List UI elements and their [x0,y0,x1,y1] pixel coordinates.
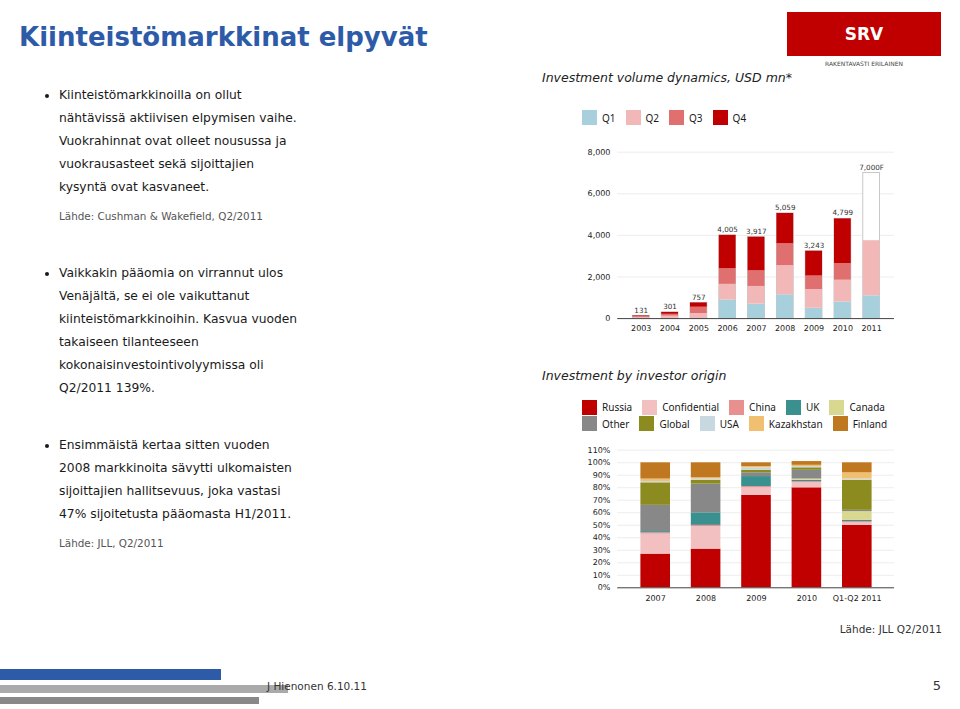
svg-text:0%: 0% [598,583,611,592]
html-text:Finland: Finland [852,416,888,431]
html-text:China: China [749,400,776,415]
svg-text:40%: 40% [593,533,611,542]
html-text:Vaikkakin pääomia on virrannut: Vaikkakin pääomia on virrannut ulos [59,266,284,280]
svg-text:8,000: 8,000 [588,148,611,157]
svg-text:60%: 60% [593,508,611,517]
html-text:kokonaisinvestointivolyymissa: kokonaisinvestointivolyymissa oli [59,358,264,372]
svg-text:2007: 2007 [645,594,665,603]
svg-text:5,059: 5,059 [775,203,796,212]
svg-text:4,005: 4,005 [717,225,738,234]
html-text:Other: Other [602,416,630,431]
html-text:Canada: Canada [849,400,885,415]
html-text:Kazakhstan: Kazakhstan [768,416,823,431]
html-text:sijoittajien hallitsevuus, jok: sijoittajien hallitsevuus, joka vastasi [59,484,281,498]
html-text:Lähde: JLL Q2/2011: Lähde: JLL Q2/2011 [839,622,942,635]
html-text:Q3: Q3 [689,110,703,125]
svg-text:2009: 2009 [746,594,766,603]
html-text:J Hienonen 6.10.11: J Hienonen 6.10.11 [267,680,367,692]
svg-text:2007: 2007 [746,324,766,333]
svg-text:2004: 2004 [660,324,680,333]
html-text:UK: UK [806,400,820,415]
svg-text:301: 301 [663,302,677,311]
html-text:Vuokrahinnat ovat olleet nousu: Vuokrahinnat ovat olleet nousussa ja [59,134,287,148]
svg-text:20%: 20% [593,558,611,567]
svg-text:2003: 2003 [631,324,651,333]
html-text:USA: USA [719,416,739,431]
html-text:Confidential: Confidential [662,400,720,415]
svg-text:2008: 2008 [775,324,795,333]
svg-text:3,243: 3,243 [804,241,825,250]
svg-text:4,000: 4,000 [588,231,611,240]
svg-text:2005: 2005 [689,324,709,333]
html-text:takaiseen tilanteeseen: takaiseen tilanteeseen [59,335,199,349]
html-text:vuokrausasteet sekä sijoittaji: vuokrausasteet sekä sijoittajien [59,157,254,171]
svg-text:2008: 2008 [696,594,716,603]
svg-text:2010: 2010 [797,594,817,603]
svg-text:131: 131 [634,306,648,315]
html-text:nähtävissä aktiivisen elpymise: nähtävissä aktiivisen elpymisen vaihe. [59,111,297,125]
svg-text:0: 0 [605,314,610,323]
html-text:2008 markkinoita sävytti ulkom: 2008 markkinoita sävytti ulkomaisten [59,461,292,475]
html-text:5: 5 [932,678,941,693]
html-text:Q2: Q2 [645,110,660,125]
svg-text:4,799: 4,799 [833,208,854,217]
svg-text:3,917: 3,917 [746,227,767,236]
html-text:Venäjältä, se ei ole vaikuttan: Venäjältä, se ei ole vaikuttanut [59,289,250,303]
svg-text:30%: 30% [593,546,611,555]
svg-text:2006: 2006 [717,324,737,333]
svg-text:70%: 70% [593,496,611,505]
html-text:Lähde: JLL, Q2/2011: Lähde: JLL, Q2/2011 [59,537,164,549]
svg-text:50%: 50% [593,521,611,530]
html-text:Lähde: Cushman & Wakefield, Q2: Lähde: Cushman & Wakefield, Q2/2011 [59,210,263,222]
svg-text:110%: 110% [588,446,611,455]
html-text:Investment by investor origin: Investment by investor origin [542,368,727,383]
svg-text:Q1-Q2 2011: Q1-Q2 2011 [833,594,882,603]
svg-text:80%: 80% [593,483,611,492]
svg-text:757: 757 [692,293,706,302]
svg-text:2,000: 2,000 [588,273,611,282]
svg-text:100%: 100% [588,458,611,467]
svg-text:90%: 90% [593,471,611,480]
html-text:Investment volume dynamics, US: Investment volume dynamics, USD mn* [542,70,792,85]
html-text:kiinteistömarkkinoihin. Kasvua: kiinteistömarkkinoihin. Kasvua vuoden [59,312,298,326]
html-text:Kiinteistömarkkinat elpyvät: Kiinteistömarkkinat elpyvät [19,22,428,52]
html-text:Russia: Russia [602,400,633,415]
svg-text:6,000: 6,000 [588,189,611,198]
html-text:47% sijoitetusta pääomasta H1/: 47% sijoitetusta pääomasta H1/2011. [59,507,292,521]
html-text:RAKENTAVASTI ERILAINEN: RAKENTAVASTI ERILAINEN [825,60,903,67]
html-text:Kiinteistömarkkinoilla on ollu: Kiinteistömarkkinoilla on ollut [59,88,242,102]
html-text:Q4: Q4 [732,110,747,125]
html-text:SRV: SRV [844,24,884,44]
html-text:Global: Global [659,416,690,431]
svg-text:7,000F: 7,000F [859,163,884,172]
html-text:Q2/2011 139%.: Q2/2011 139%. [59,381,155,395]
html-text:Ensimmäistä kertaa sitten vuod: Ensimmäistä kertaa sitten vuoden [59,438,270,452]
svg-text:2011: 2011 [861,324,881,333]
svg-text:10%: 10% [593,571,611,580]
svg-text:2009: 2009 [804,324,824,333]
html-text:kysyntä ovat kasvaneet.: kysyntä ovat kasvaneet. [59,180,210,194]
svg-text:2010: 2010 [833,324,853,333]
html-text:Q1: Q1 [602,110,616,125]
